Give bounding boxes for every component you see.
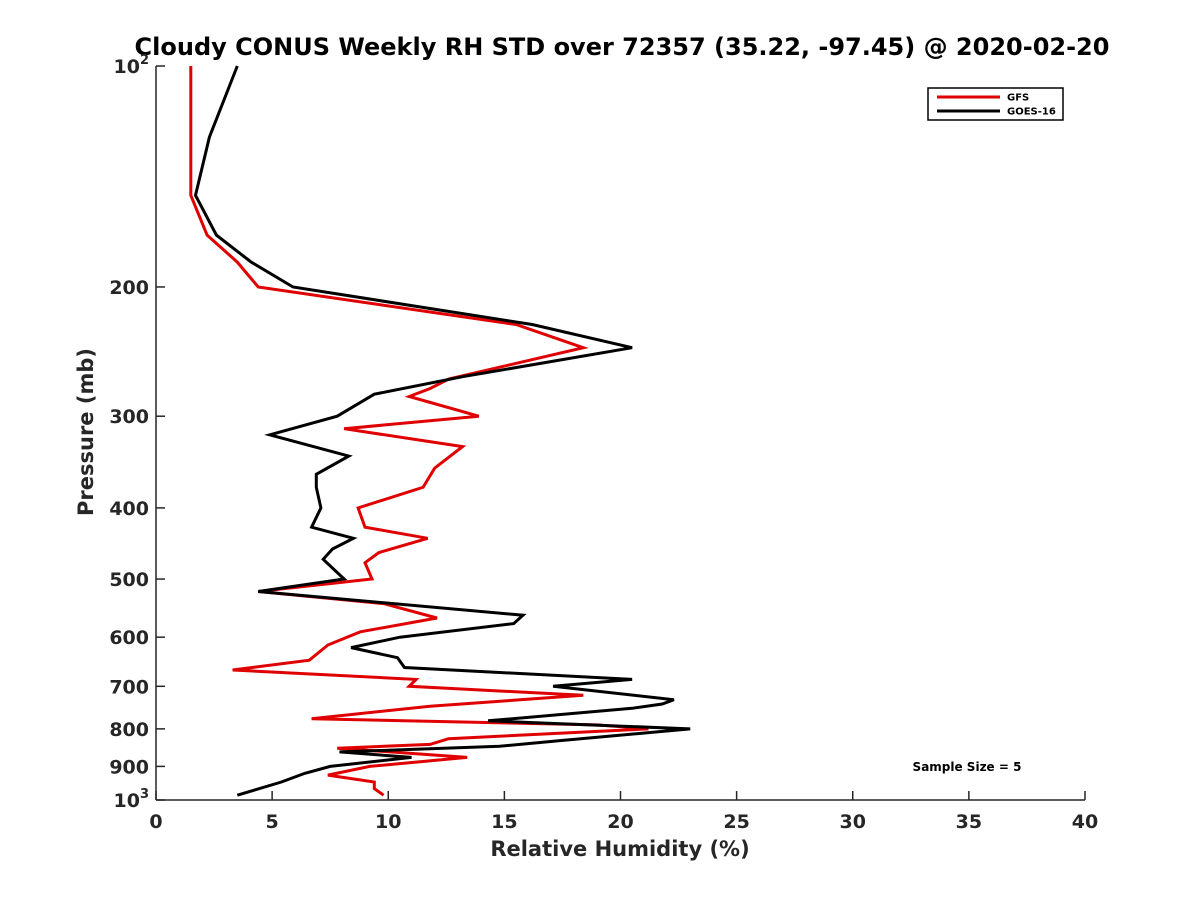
y-tick-label: 400 [109, 498, 149, 520]
x-tick-label: 40 [1072, 811, 1098, 833]
legend-label: GOES-16 [1007, 107, 1056, 118]
x-axis-label: Relative Humidity (%) [490, 837, 749, 861]
series-line-goes-16 [193, 65, 691, 797]
ticks-layer: 0 5 10 15 20 25 30 35 40 102 200 300 400 500 600 700 800… [109, 53, 1098, 833]
legend: GFS GOES-16 [927, 87, 1064, 121]
y-tick-label: 500 [109, 569, 149, 591]
x-tick-label: 10 [375, 811, 401, 833]
y-tick-label: 200 [109, 277, 149, 299]
legend-box [927, 87, 1064, 121]
x-tick-label: 35 [956, 811, 982, 833]
x-tick-label: 15 [491, 811, 517, 833]
x-tick-label: 0 [149, 811, 162, 833]
x-tick-label: 30 [840, 811, 866, 833]
legend-label: GFS [1007, 93, 1029, 104]
y-axis-label: Pressure (mb) [74, 348, 98, 516]
x-tick-label: 5 [266, 811, 279, 833]
sample-size-annotation: Sample Size = 5 [913, 760, 1022, 774]
y-tick-label: 102 [114, 53, 150, 78]
x-tick-label: 20 [607, 811, 633, 833]
x-tick-label: 25 [723, 811, 749, 833]
chart-title: Cloudy CONUS Weekly RH STD over 72357 (3… [135, 33, 1110, 61]
y-tick-label: 300 [109, 406, 149, 428]
y-tick-label: 800 [109, 719, 149, 741]
series-layer [189, 65, 691, 797]
y-tick-label: 103 [114, 787, 150, 812]
y-tick-label: 700 [109, 676, 149, 698]
y-tick-label: 600 [109, 627, 149, 649]
y-tick-label: 900 [109, 756, 149, 778]
